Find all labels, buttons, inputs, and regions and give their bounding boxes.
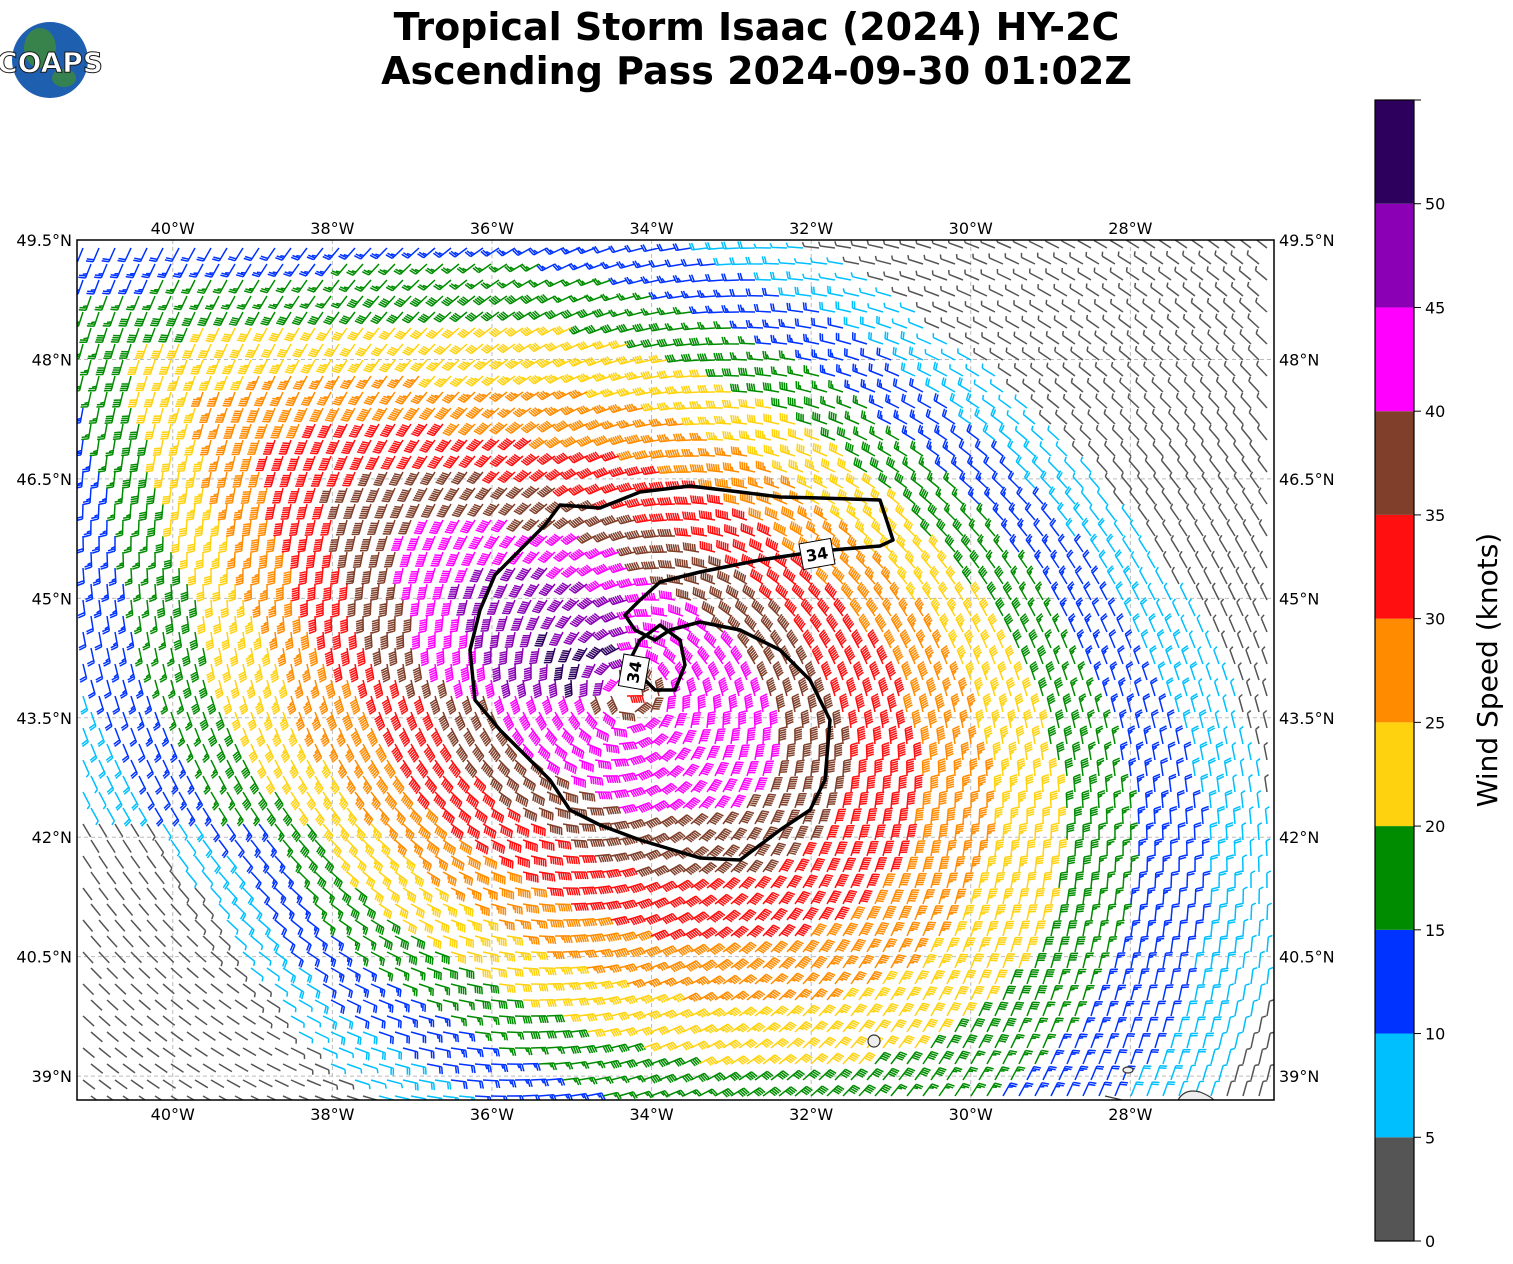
colorbar-tick-label: 20	[1425, 817, 1445, 836]
lon-tick-label: 32°W	[789, 1105, 833, 1124]
lat-tick-label: 48°N	[1279, 350, 1319, 369]
lat-tick-label: 40.5°N	[16, 948, 72, 967]
lat-tick-label: 49.5°N	[1279, 231, 1335, 250]
lon-tick-label: 32°W	[789, 219, 833, 238]
lon-tick-label: 34°W	[629, 1105, 673, 1124]
colorbar-tick-label: 10	[1425, 1025, 1445, 1044]
lon-tick-label: 38°W	[310, 1105, 354, 1124]
wind-barb-group	[127, 325, 1068, 1066]
wind-barb-group	[391, 519, 781, 814]
colorbar-tick-label: 45	[1425, 298, 1445, 317]
longitude-ticks: 40°W 40°W 38°W 38°W 36°W 36°W 34°W 34°W 32°W 32°W…	[151, 219, 1153, 1124]
map-frame	[76, 239, 1275, 1101]
lat-tick-label: 43.5°N	[1279, 709, 1335, 728]
colorbar-bin	[1375, 722, 1414, 827]
lat-tick-label: 46.5°N	[1279, 470, 1335, 489]
colorbar-tick-label: 15	[1425, 921, 1445, 940]
lat-tick-label: 45°N	[1279, 589, 1319, 608]
lon-tick-label: 30°W	[949, 219, 993, 238]
colorbar-bin	[1375, 618, 1414, 723]
colorbar-bin	[1375, 929, 1414, 1034]
colorbar-tick-label: 35	[1425, 506, 1445, 525]
lat-tick-label: 42°N	[1279, 828, 1319, 847]
lat-tick-label: 46.5°N	[16, 470, 72, 489]
colorbar-bin	[1375, 203, 1414, 308]
colorbar-bin	[1375, 100, 1414, 204]
lon-tick-label: 40°W	[151, 1105, 195, 1124]
colorbar-tick-label: 5	[1425, 1128, 1435, 1147]
wind-barb-group	[82, 240, 1274, 1100]
contour-labels: 34 34	[617, 537, 836, 691]
wind-barb-group	[190, 375, 996, 1003]
lon-tick-label: 34°W	[629, 219, 673, 238]
map-panel: 34 34 40°W 40°W 38°W 38°W 36°W 36°W 34°W 34°W 32…	[16, 219, 1334, 1124]
colorbar-bin	[1375, 826, 1414, 930]
colorbar-bin	[1375, 411, 1414, 515]
globe-logo-icon: COAPS	[0, 22, 103, 98]
latitude-ticks: 49.5°N 49.5°N 48°N 48°N 46.5°N 46.5°N 45°N 45°N…	[16, 231, 1334, 1086]
colorbar-tick-label: 30	[1425, 610, 1445, 629]
logo-text: COAPS	[0, 46, 103, 79]
colorbar-ticks: 0 5 10 15 20 25 30 35 40 45 50	[1414, 99, 1445, 1251]
wind-barb-group	[447, 567, 628, 699]
lat-tick-label: 48°N	[32, 350, 72, 369]
wind-barb-group	[77, 243, 1212, 1100]
lon-tick-label: 28°W	[1108, 219, 1152, 238]
contour-label-34: 34	[623, 659, 646, 684]
colorbar-bin	[1375, 307, 1414, 412]
wind-barb-group	[77, 263, 1139, 1100]
colorbar-tick-label: 50	[1425, 195, 1445, 214]
chart-title-line-1: Tropical Storm Isaac (2024) HY-2C	[393, 5, 1120, 49]
wind-barbs	[77, 240, 1274, 1100]
lat-tick-label: 42°N	[32, 828, 72, 847]
wind-barb-group	[80, 241, 1274, 1100]
lon-tick-label: 36°W	[470, 1105, 514, 1124]
colorbar-bins	[1375, 100, 1414, 1241]
colorbar-bin	[1375, 514, 1414, 619]
lat-tick-label: 40.5°N	[1279, 948, 1335, 967]
lon-tick-label: 30°W	[949, 1105, 993, 1124]
lon-tick-label: 36°W	[470, 219, 514, 238]
colorbar-frame	[1374, 99, 1415, 1242]
colorbar: 0 5 10 15 20 25 30 35 40 45 50 Wind Speed (knots)	[1374, 99, 1504, 1251]
lon-tick-label: 38°W	[310, 219, 354, 238]
colorbar-bin	[1375, 1033, 1414, 1138]
lat-tick-label: 49.5°N	[16, 231, 72, 250]
lat-tick-label: 43.5°N	[16, 709, 72, 728]
chart-title-line-2: Ascending Pass 2024-09-30 01:02Z	[381, 49, 1132, 93]
colorbar-bin	[1375, 1137, 1414, 1241]
colorbar-label: Wind Speed (knots)	[1471, 533, 1504, 807]
lon-tick-label: 28°W	[1108, 1105, 1152, 1124]
colorbar-tick-label: 40	[1425, 402, 1445, 421]
contour-label-34: 34	[804, 543, 829, 566]
lat-tick-label: 39°N	[32, 1067, 72, 1086]
colorbar-tick-label: 0	[1425, 1232, 1435, 1251]
lat-tick-label: 45°N	[32, 589, 72, 608]
lon-tick-label: 40°W	[151, 219, 195, 238]
lat-tick-label: 39°N	[1279, 1067, 1319, 1086]
wind-barb-group	[319, 471, 852, 878]
wind-barb-group	[534, 631, 620, 699]
colorbar-tick-label: 25	[1425, 713, 1445, 732]
